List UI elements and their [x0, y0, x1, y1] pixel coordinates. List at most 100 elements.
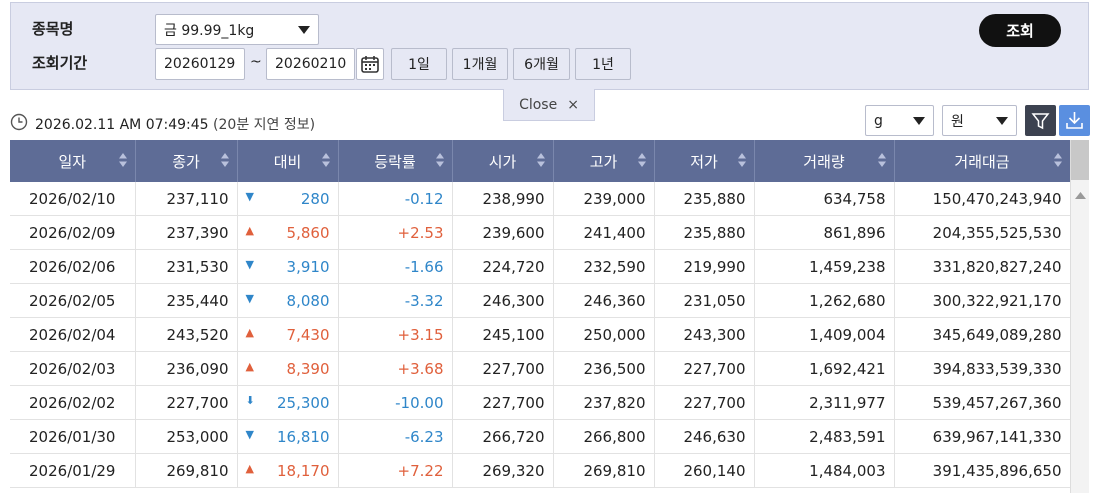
column-header[interactable]: 저가	[654, 140, 755, 182]
item-value: 금 99.99_1kg	[164, 22, 255, 39]
column-title: 저가	[690, 152, 718, 171]
rate-cell: +3.68	[338, 351, 453, 386]
high-cell: 246,360	[553, 283, 655, 318]
table-row[interactable]: 2026/02/05 235,440 ▼ 8,080 -3.32 246,300 246,3…	[10, 283, 1071, 318]
unit-select[interactable]: g	[865, 105, 934, 136]
close-cell: 269,810	[135, 453, 238, 488]
table-row[interactable]: 2026/02/02 227,700 ⬇ 25,300 -10.00 227,700 237…	[10, 385, 1071, 420]
low-cell: 235,880	[654, 215, 755, 250]
sort-icon	[536, 153, 545, 167]
table-row[interactable]: 2026/02/10 237,110 ▼ 280 -0.12 238,990 239,000…	[10, 182, 1071, 216]
period-button[interactable]: 1년	[575, 48, 631, 80]
change-arrow: ▲	[245, 325, 254, 339]
table-row[interactable]: 2026/02/03 236,090 ▲ 8,390 +3.68 227,700 236,5…	[10, 351, 1071, 386]
sort-icon	[321, 153, 330, 167]
change-cell: ▲ 8,390	[237, 351, 339, 386]
date-cell: 2026/02/10	[10, 182, 136, 216]
change-arrow: ▼	[245, 291, 254, 305]
column-title: 종가	[172, 152, 200, 171]
search-button[interactable]: 조회	[979, 14, 1061, 47]
column-header[interactable]: 대비	[237, 140, 339, 182]
high-cell: 236,500	[553, 351, 655, 386]
scrollbar[interactable]	[1070, 140, 1089, 493]
scroll-up[interactable]	[1075, 192, 1086, 199]
period-button[interactable]: 1일	[391, 48, 447, 80]
change-value: 5,860	[286, 223, 330, 242]
rate-cell: +2.53	[338, 215, 453, 250]
filter-button[interactable]	[1025, 105, 1056, 136]
column-title: 시가	[488, 152, 517, 171]
column-header[interactable]: 시가	[452, 140, 554, 182]
volume-cell: 1,459,238	[754, 249, 895, 284]
amount-cell: 345,649,089,280	[894, 317, 1071, 352]
volume-cell: 1,484,003	[754, 453, 895, 488]
change-arrow: ⬇	[245, 393, 255, 407]
volume-cell: 2,311,977	[754, 385, 895, 420]
end-date[interactable]: 20260210	[266, 48, 355, 80]
change-cell: ▼ 3,910	[237, 249, 339, 284]
volume-cell: 1,262,680	[754, 283, 895, 318]
table-row[interactable]: 2026/01/29 269,810 ▲ 18,170 +7.22 269,320 269,…	[10, 453, 1071, 488]
open-cell: 227,700	[452, 351, 554, 386]
column-header[interactable]: 고가	[553, 140, 655, 182]
table-row[interactable]: 2026/02/06 231,530 ▼ 3,910 -1.66 224,720 232,5…	[10, 249, 1071, 284]
download-button[interactable]	[1059, 105, 1090, 136]
rate-cell: -1.66	[338, 249, 453, 284]
column-title: 대비	[273, 152, 302, 171]
volume-cell: 2,483,591	[754, 419, 895, 454]
change-value: 280	[300, 189, 330, 208]
sort-icon	[637, 153, 646, 167]
close-cell: 231,530	[135, 249, 238, 284]
period-button[interactable]: 6개월	[513, 48, 570, 80]
close-tab[interactable]: Close ×	[503, 89, 595, 121]
currency-select[interactable]: 원	[942, 105, 1017, 136]
amount-cell: 391,435,896,650	[894, 453, 1071, 488]
unit-value: g	[874, 112, 883, 129]
column-header[interactable]: 거래량	[754, 140, 895, 182]
change-value: 16,810	[277, 427, 330, 446]
open-cell: 239,600	[452, 215, 554, 250]
change-cell: ▲ 5,860	[237, 215, 339, 250]
start-date[interactable]: 20260129	[155, 48, 245, 80]
column-header[interactable]: 거래대금	[894, 140, 1071, 182]
change-value: 7,430	[286, 325, 330, 344]
price-table: 일자 종가 대비 등락률 시가 고가 저가 거래량 거래대금 2026/02/10 237,110…	[10, 140, 1071, 488]
low-cell: 227,700	[654, 351, 755, 386]
open-cell: 224,720	[452, 249, 554, 284]
close-cell: 243,520	[135, 317, 238, 352]
date-cell: 2026/02/09	[10, 215, 136, 250]
high-cell: 266,800	[553, 419, 655, 454]
rate-cell: -6.23	[338, 419, 453, 454]
period-button[interactable]: 1개월	[452, 48, 508, 80]
dropdown-icon	[298, 25, 310, 34]
item-select[interactable]: 금 99.99_1kg	[155, 14, 319, 45]
amount-cell: 539,457,267,360	[894, 385, 1071, 420]
date-cell: 2026/02/06	[10, 249, 136, 284]
column-title: 거래량	[803, 152, 845, 171]
column-header[interactable]: 종가	[135, 140, 238, 182]
delay-note: (20분 지연 정보)	[213, 117, 316, 133]
change-cell: ▼ 16,810	[237, 419, 339, 454]
item-label: 종목명	[32, 20, 74, 38]
column-title: 일자	[58, 152, 87, 171]
table-row[interactable]: 2026/01/30 253,000 ▼ 16,810 -6.23 266,720 266,…	[10, 419, 1071, 454]
volume-cell: 861,896	[754, 215, 895, 250]
change-cell: ▲ 18,170	[237, 453, 339, 488]
table-row[interactable]: 2026/02/04 243,520 ▲ 7,430 +3.15 245,100 250,0…	[10, 317, 1071, 352]
change-cell: ▲ 7,430	[237, 317, 339, 352]
calendar-button[interactable]	[356, 48, 384, 80]
date-cell: 2026/02/02	[10, 385, 136, 420]
timestamp-row: 2026.02.11 AM 07:49:45 (20분 지연 정보)	[35, 114, 315, 134]
close-cell: 227,700	[135, 385, 238, 420]
change-value: 8,080	[286, 291, 330, 310]
sort-icon	[1053, 153, 1062, 167]
column-header[interactable]: 일자	[10, 140, 136, 182]
close-cell: 236,090	[135, 351, 238, 386]
sort-icon	[435, 153, 444, 167]
rate-cell: -0.12	[338, 182, 453, 216]
high-cell: 250,000	[553, 317, 655, 352]
table-row[interactable]: 2026/02/09 237,390 ▲ 5,860 +2.53 239,600 241,4…	[10, 215, 1071, 250]
column-header[interactable]: 등락률	[338, 140, 453, 182]
